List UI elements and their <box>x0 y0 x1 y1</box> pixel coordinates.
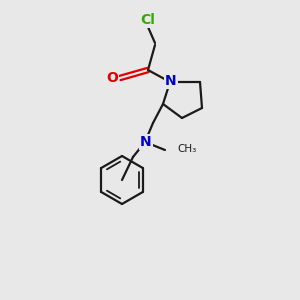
Text: N: N <box>165 74 177 88</box>
Text: CH₃: CH₃ <box>177 144 196 154</box>
Text: O: O <box>106 71 118 85</box>
Text: Cl: Cl <box>141 13 155 27</box>
Text: N: N <box>140 135 152 149</box>
